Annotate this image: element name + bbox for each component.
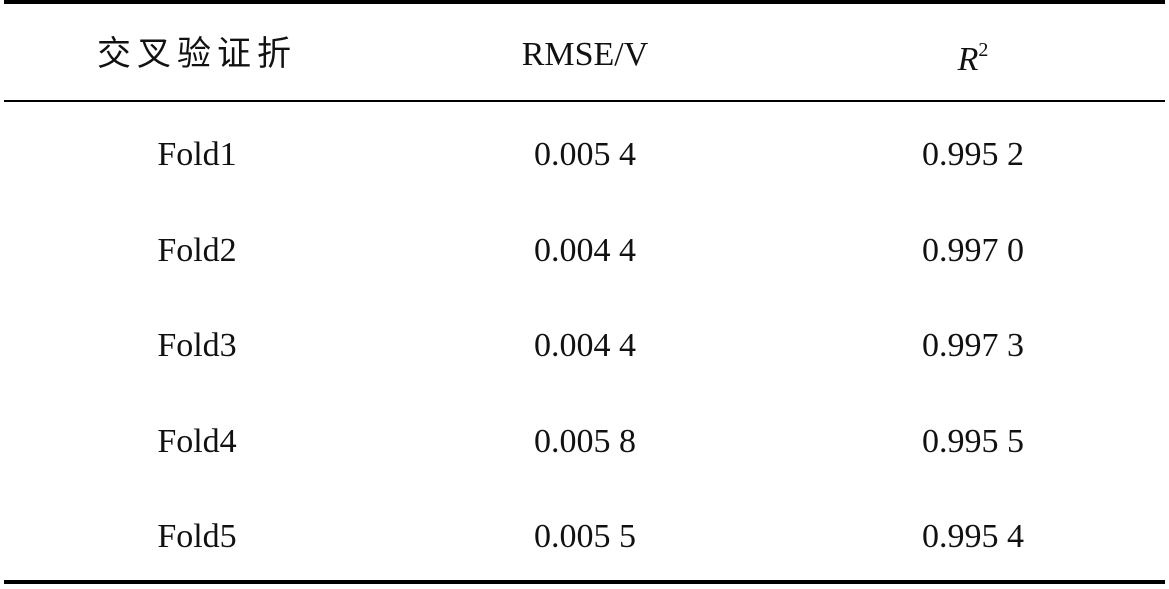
table-cell: Fold2	[157, 231, 237, 269]
table-cell: 0.997 0	[922, 231, 1024, 269]
table-cell: 0.005 8	[534, 422, 636, 460]
table-cell: Fold4	[157, 422, 237, 460]
header-cell: RMSE/V	[521, 36, 649, 73]
table-cell: 0.004 4	[534, 231, 636, 269]
table-cell: 0.004 4	[534, 327, 636, 364]
header-rule	[4, 100, 1165, 102]
table-cell: Fold1	[157, 136, 237, 173]
table-cell: 0.005 4	[534, 136, 636, 173]
table-cell: 0.005 5	[534, 518, 636, 555]
table-cell: 0.995 2	[922, 136, 1024, 173]
table-cell: 0.995 5	[922, 422, 1024, 460]
top-rule	[4, 0, 1165, 4]
bottom-rule	[4, 580, 1165, 584]
table-cell: 0.995 4	[922, 518, 1024, 555]
header-cell: R2	[778, 30, 1168, 80]
table-cell: 0.997 3	[922, 327, 1024, 364]
header-base: R	[957, 41, 979, 78]
table-cell: Fold3	[157, 327, 237, 364]
table-cell: Fold5	[157, 518, 237, 555]
header-cell: 交叉验证折	[97, 36, 297, 73]
header-sup: 2	[978, 39, 989, 61]
